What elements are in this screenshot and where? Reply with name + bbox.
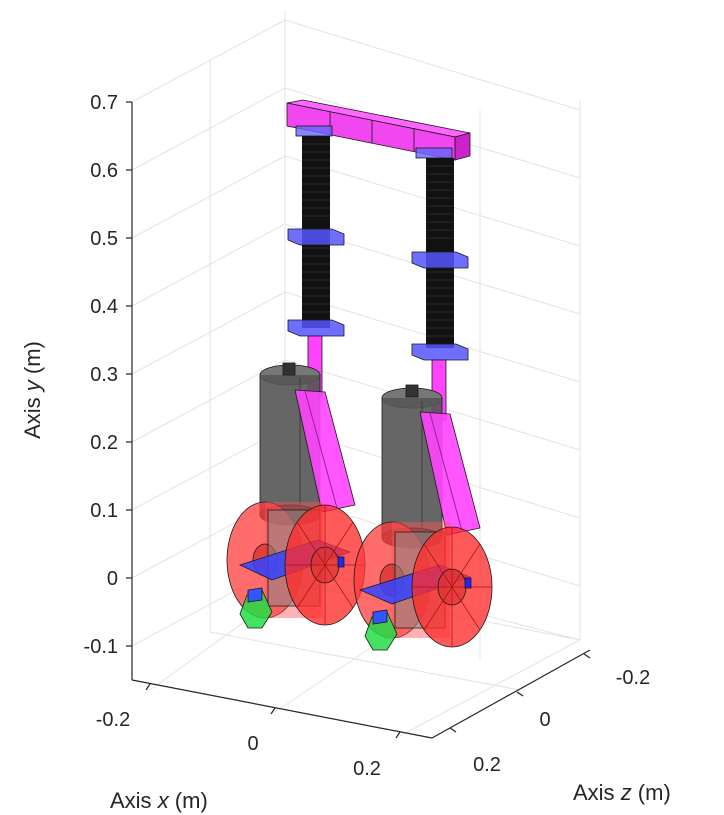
y-tick-label: 0.6 — [90, 160, 118, 182]
y-tick-label: -0.1 — [84, 636, 118, 658]
y-tick-label: 0.7 — [90, 92, 118, 114]
y-tick-label: 0 — [107, 568, 118, 590]
x-tick-label: 0.2 — [353, 758, 381, 780]
right-leg — [353, 384, 493, 651]
z-tick-label: 0 — [539, 709, 550, 731]
z-tick-label: 0.2 — [473, 754, 501, 776]
left-leg — [226, 362, 366, 629]
x-tick-labels: -0.2 0 0.2 — [96, 709, 381, 780]
spacer-plates — [287, 228, 469, 361]
y-tick-labels: 0.7 0.6 0.5 0.4 0.3 0.2 0.1 0 -0.1 — [84, 92, 118, 658]
x-tick-label: -0.2 — [96, 709, 130, 731]
robot-model — [226, 99, 493, 651]
y-tick-label: 0.5 — [90, 228, 118, 250]
z-tick-label: -0.2 — [616, 667, 650, 689]
y-tick-label: 0.3 — [90, 364, 118, 386]
x-tick-label: 0 — [247, 733, 258, 755]
top-crossbar — [286, 99, 471, 161]
z-axis-label: Axis z (m) — [573, 780, 671, 805]
y-axis-label: Axis y (m) — [20, 341, 45, 439]
y-tick-label: 0.1 — [90, 500, 118, 522]
x-axis-label: Axis x (m) — [110, 788, 208, 813]
y-tick-label: 0.4 — [90, 296, 118, 318]
axis-lines — [126, 101, 591, 739]
z-tick-labels: -0.2 0 0.2 — [473, 667, 650, 776]
y-tick-label: 0.2 — [90, 432, 118, 454]
